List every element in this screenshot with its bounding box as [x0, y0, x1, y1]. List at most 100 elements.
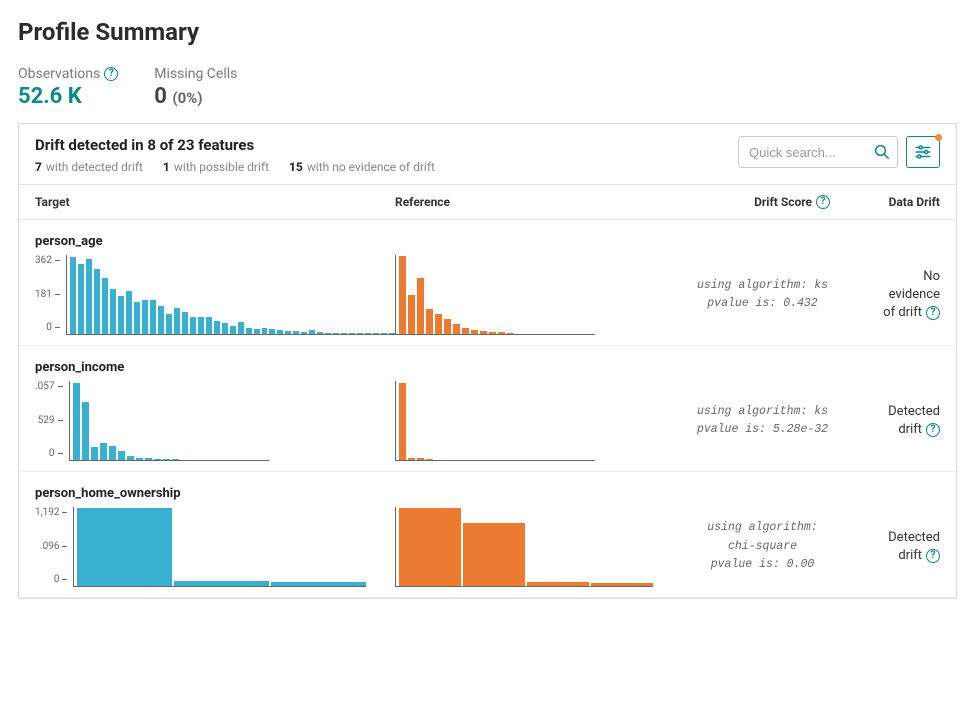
- feature-name: person_home_ownership: [35, 486, 940, 501]
- help-icon[interactable]: ?: [104, 67, 118, 81]
- bar: [190, 317, 196, 334]
- bar: [480, 331, 487, 334]
- missing-cells-label: Missing Cells: [154, 66, 237, 82]
- bar: [462, 328, 469, 334]
- bar: [293, 331, 299, 334]
- bar: [325, 333, 331, 334]
- bar: [271, 582, 366, 586]
- column-data-drift: Data Drift: [830, 195, 940, 209]
- bar: [471, 330, 478, 334]
- drift-panel: Drift detected in 8 of 23 features 7with…: [18, 123, 957, 599]
- bar: [100, 443, 107, 460]
- bar: [309, 330, 315, 334]
- bar: [166, 314, 172, 334]
- data-drift-status: Noevidenceof drift ?: [830, 268, 940, 323]
- bar: [174, 581, 269, 586]
- feature-name: person_age: [35, 234, 940, 249]
- filter-indicator-dot: [935, 134, 942, 141]
- data-drift-status: Detecteddrift ?: [830, 529, 940, 565]
- bar-chart: [395, 381, 595, 461]
- drift-score-text: using algorithm: chi-squarepvalue is: 0.…: [695, 519, 830, 574]
- column-reference: Reference: [395, 195, 695, 209]
- bar: [82, 402, 89, 460]
- bar: [426, 309, 433, 334]
- bar: [150, 300, 156, 334]
- feature-row: person_home_ownership 1,192.0960 using alg…: [19, 472, 956, 598]
- bar: [453, 324, 460, 334]
- bar: [127, 456, 134, 460]
- bar: [262, 328, 268, 334]
- missing-cells-pct: (0%): [172, 89, 202, 107]
- bar: [86, 259, 92, 334]
- search-icon[interactable]: [873, 143, 891, 161]
- target-chart-cell: .0575290: [35, 381, 395, 461]
- help-icon[interactable]: ?: [926, 423, 940, 437]
- search-input-wrap[interactable]: [738, 136, 898, 168]
- bar: [527, 582, 589, 586]
- column-target: Target: [35, 195, 395, 209]
- missing-cells-value: 0: [154, 84, 167, 109]
- bar: [142, 300, 148, 334]
- bar: [102, 278, 108, 334]
- bar: [591, 583, 653, 586]
- bar: [198, 317, 204, 334]
- drift-count-item: 7with detected drift: [35, 160, 143, 174]
- bar: [246, 328, 252, 334]
- bar: [277, 330, 283, 334]
- bar: [77, 508, 172, 586]
- bar: [70, 257, 76, 334]
- drift-score-text: using algorithm: kspvalue is: 0.432: [695, 277, 830, 314]
- bar: [417, 458, 424, 460]
- bar: [269, 329, 275, 334]
- bar: [365, 333, 371, 334]
- bar-chart: [395, 507, 653, 587]
- bar: [399, 256, 406, 334]
- drift-score-text: using algorithm: kspvalue is: 5.28e-32: [695, 403, 830, 440]
- y-axis: .0575290: [35, 381, 63, 461]
- bar: [333, 333, 339, 334]
- bar: [489, 332, 496, 334]
- observations-label: Observations: [18, 66, 100, 82]
- bar-chart: [69, 381, 269, 461]
- bar: [317, 332, 323, 334]
- bar: [301, 332, 307, 334]
- bar: [399, 508, 461, 586]
- observations-block: Observations ? 52.6 K: [18, 66, 118, 109]
- bar: [110, 289, 116, 334]
- bar: [145, 458, 152, 460]
- filter-button[interactable]: [906, 136, 940, 168]
- bar: [341, 333, 347, 334]
- bar: [238, 322, 244, 334]
- observations-value: 52.6 K: [18, 84, 118, 109]
- drift-count-item: 15with no evidence of drift: [289, 160, 435, 174]
- help-icon[interactable]: ?: [816, 195, 830, 209]
- bar: [417, 278, 424, 334]
- reference-chart-cell: [395, 507, 695, 587]
- bar: [230, 326, 236, 334]
- reference-chart-cell: [395, 381, 695, 461]
- target-chart-cell: 1,192.0960: [35, 507, 395, 587]
- drift-counts: 7with detected drift1with possible drift…: [35, 160, 435, 174]
- bar-chart: [73, 507, 366, 587]
- table-header: Target Reference Drift Score ? Data Drif…: [19, 184, 956, 220]
- bar: [498, 332, 505, 334]
- bar: [435, 314, 442, 334]
- bar: [214, 321, 220, 334]
- bar: [357, 333, 363, 334]
- target-chart-cell: 3621810: [35, 255, 395, 335]
- missing-cells-block: Missing Cells 0 (0%): [154, 66, 237, 109]
- bar: [426, 459, 433, 460]
- bar: [78, 264, 84, 334]
- bar: [109, 446, 116, 460]
- summary-stats: Observations ? 52.6 K Missing Cells 0 (0…: [18, 66, 957, 123]
- bar: [118, 296, 124, 334]
- bar: [136, 458, 143, 460]
- help-icon[interactable]: ?: [926, 306, 940, 320]
- y-axis: 3621810: [35, 255, 60, 335]
- feature-row: person_age 3621810 using algorithm: kspval…: [19, 220, 956, 346]
- search-input[interactable]: [749, 145, 867, 160]
- bar: [163, 459, 170, 460]
- bar: [118, 451, 125, 460]
- help-icon[interactable]: ?: [926, 549, 940, 563]
- bar: [408, 458, 415, 460]
